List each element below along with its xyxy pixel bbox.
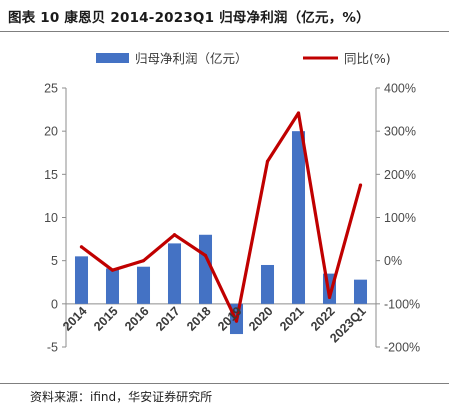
- yoy-point-2023Q1: [358, 183, 363, 187]
- title-divider: [0, 31, 449, 32]
- bar-2017: [167, 243, 182, 304]
- y-right-tick-label: 0%: [384, 254, 402, 268]
- chart-legend: 归母净利润（亿元） 同比(%): [96, 51, 391, 66]
- yoy-point-2020: [265, 159, 270, 163]
- y-left-tick-label: 15: [44, 168, 58, 182]
- bar-2020: [260, 264, 275, 304]
- legend-label-net-profit: 归母净利润（亿元）: [135, 51, 248, 66]
- bar-2023Q1: [353, 279, 368, 304]
- x-tick-label-2015: 2015: [91, 304, 121, 334]
- legend-swatch-net-profit: [96, 53, 129, 63]
- legend-label-yoy: 同比(%): [344, 51, 391, 66]
- x-tick-label-2018: 2018: [184, 304, 214, 334]
- bar-2021: [291, 131, 306, 304]
- yoy-point-2021: [296, 111, 301, 115]
- y-right-tick-label: 100%: [384, 211, 416, 225]
- y-left-tick-label: 5: [51, 254, 58, 268]
- y-right-tick-label: 400%: [384, 82, 416, 96]
- x-tick-label-2020: 2020: [246, 304, 276, 334]
- yoy-line: [79, 111, 363, 323]
- bar-series: [74, 131, 368, 335]
- y-right-tick-label: -200%: [384, 341, 420, 355]
- y-left-tick-label: 20: [44, 125, 58, 139]
- y-right-tick-label: -100%: [384, 297, 420, 311]
- yoy-point-2016: [141, 259, 146, 263]
- figure-title: 图表 10 康恩贝 2014-2023Q1 归母净利润（亿元，%）: [8, 10, 370, 26]
- bar-2015: [105, 268, 120, 304]
- y-right-tick-label: 200%: [384, 168, 416, 182]
- yoy-point-2018: [203, 253, 208, 258]
- yoy-point-2022: [327, 295, 332, 299]
- source-note: 资料来源：ifind，华安证券研究所: [30, 390, 213, 404]
- yoy-point-2014: [79, 245, 84, 249]
- x-tick-label-2021: 2021: [277, 304, 307, 334]
- x-tick-label-2017: 2017: [153, 304, 183, 334]
- x-axis-labels: 2014 2015 2016 2017 2018 2019 2020 2021 20222023…: [60, 304, 369, 345]
- y-left-tick-label: 10: [44, 211, 58, 225]
- bar-2018: [198, 234, 213, 304]
- x-tick-label-2014: 2014: [60, 304, 90, 334]
- yoy-point-2017: [172, 233, 177, 237]
- chart: 归母净利润（亿元） 同比(%) -5 0 5 10 15 20 25 -200% -100% 0%…: [44, 51, 420, 355]
- yoy-point-2019: [234, 319, 239, 323]
- y-left-tick-label: 25: [44, 82, 58, 96]
- y-left-tick-label: -5: [47, 341, 58, 355]
- y-right-tick-label: 300%: [384, 125, 416, 139]
- yoy-point-2015: [110, 268, 115, 272]
- bar-2014: [74, 256, 89, 304]
- x-tick-label-2016: 2016: [122, 304, 152, 334]
- line-series: [79, 111, 363, 323]
- bar-2016: [136, 266, 151, 304]
- y-left-tick-label: 0: [51, 297, 58, 311]
- source-divider: [0, 383, 449, 384]
